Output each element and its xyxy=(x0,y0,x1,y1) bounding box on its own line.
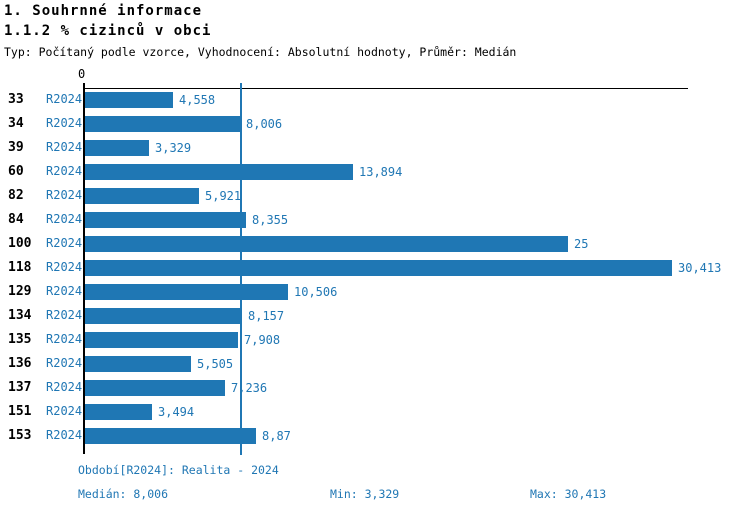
row-period-label: R2024 xyxy=(46,356,83,370)
row-category-label: 34 xyxy=(8,116,24,131)
bar-value-label: 5,505 xyxy=(197,357,234,371)
bar-value-label: 8,355 xyxy=(252,213,289,227)
footer-max-stat: Max: 30,413 xyxy=(530,487,607,501)
bar xyxy=(85,212,246,228)
bar-value-label: 8,157 xyxy=(248,309,285,323)
row-category-label: 33 xyxy=(8,92,24,107)
x-axis-origin-tick-label: 0 xyxy=(78,67,86,81)
bar xyxy=(85,332,238,348)
bar-value-label: 30,413 xyxy=(678,261,722,275)
row-category-label: 118 xyxy=(8,260,32,275)
row-period-label: R2024 xyxy=(46,92,83,106)
row-category-label: 39 xyxy=(8,140,24,155)
bar-value-label: 25 xyxy=(574,237,589,251)
row-period-label: R2024 xyxy=(46,164,83,178)
bar xyxy=(85,284,288,300)
bar-value-label: 8,87 xyxy=(262,429,291,443)
bar-value-label: 7,908 xyxy=(244,333,281,347)
bar xyxy=(85,92,173,108)
bar-value-label: 7,236 xyxy=(231,381,268,395)
row-category-label: 135 xyxy=(8,332,32,347)
page-title: 1. Souhrnné informace xyxy=(4,3,203,19)
row-period-label: R2024 xyxy=(46,212,83,226)
bar xyxy=(85,428,256,444)
row-category-label: 153 xyxy=(8,428,32,443)
row-category-label: 84 xyxy=(8,212,24,227)
footer-median-stat: Medián: 8,006 xyxy=(78,487,169,501)
bar xyxy=(85,380,225,396)
row-period-label: R2024 xyxy=(46,380,83,394)
bar-value-label: 8,006 xyxy=(246,117,283,131)
bar xyxy=(85,188,199,204)
footer-period-info: Období[R2024]: Realita - 2024 xyxy=(78,463,279,477)
bar-value-label: 5,921 xyxy=(205,189,242,203)
row-period-label: R2024 xyxy=(46,140,83,154)
row-period-label: R2024 xyxy=(46,332,83,346)
row-period-label: R2024 xyxy=(46,284,83,298)
row-period-label: R2024 xyxy=(46,404,83,418)
row-category-label: 82 xyxy=(8,188,24,203)
bar xyxy=(85,116,240,132)
row-category-label: 60 xyxy=(8,164,24,179)
bar xyxy=(85,140,149,156)
bar-value-label: 13,894 xyxy=(359,165,403,179)
bar xyxy=(85,164,353,180)
row-period-label: R2024 xyxy=(46,188,83,202)
footer-min-stat: Min: 3,329 xyxy=(330,487,400,501)
bar xyxy=(85,356,191,372)
bar xyxy=(85,404,152,420)
row-category-label: 100 xyxy=(8,236,32,251)
row-category-label: 137 xyxy=(8,380,32,395)
row-category-label: 129 xyxy=(8,284,32,299)
row-period-label: R2024 xyxy=(46,308,83,322)
bar xyxy=(85,236,568,252)
bar xyxy=(85,260,672,276)
row-period-label: R2024 xyxy=(46,236,83,250)
chart-meta-info: Typ: Počítaný podle vzorce, Vyhodnocení:… xyxy=(4,45,517,59)
x-axis-line xyxy=(83,88,688,89)
row-period-label: R2024 xyxy=(46,116,83,130)
row-category-label: 151 xyxy=(8,404,32,419)
row-category-label: 134 xyxy=(8,308,32,323)
bar xyxy=(85,308,242,324)
row-period-label: R2024 xyxy=(46,260,83,274)
bar-value-label: 10,506 xyxy=(294,285,338,299)
row-category-label: 136 xyxy=(8,356,32,371)
chart-subtitle: 1.1.2 % cizinců v obci xyxy=(4,23,212,39)
bar-value-label: 3,494 xyxy=(158,405,195,419)
bar-value-label: 4,558 xyxy=(179,93,216,107)
y-axis-line xyxy=(83,83,85,454)
row-period-label: R2024 xyxy=(46,428,83,442)
bar-value-label: 3,329 xyxy=(155,141,192,155)
